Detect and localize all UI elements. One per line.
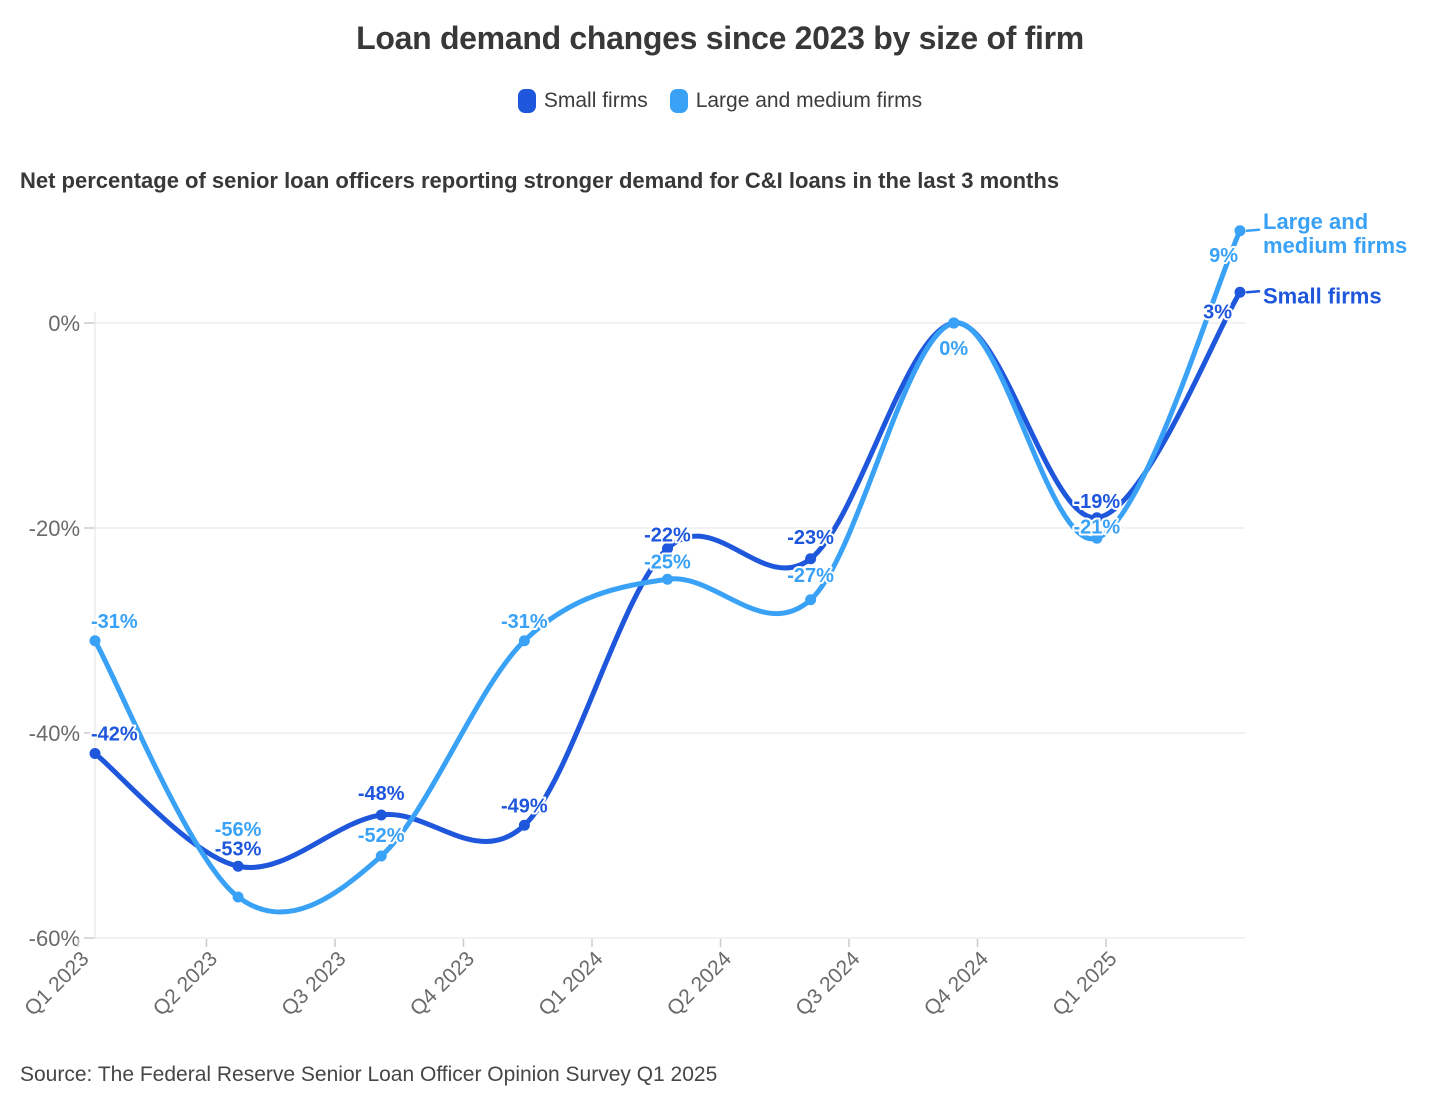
data-point-label-small-firms: -19% — [1074, 491, 1121, 513]
data-point-label-small-firms: -48% — [358, 783, 405, 805]
series-end-label-large-and-medium-firms: Large and — [1263, 209, 1368, 234]
series-end-label-large-and-medium-firms: medium firms — [1263, 233, 1407, 258]
legend-item-small-firms: Small firms — [517, 89, 648, 113]
chart-subtitle: Net percentage of senior loan officers r… — [20, 168, 1060, 193]
data-point-label-small-firms: -42% — [91, 724, 138, 746]
legend-swatch-large-medium-firms — [669, 89, 688, 113]
data-point-large-and-medium-firms — [948, 317, 960, 329]
data-point-small-firms — [89, 748, 101, 759]
data-point-large-and-medium-firms — [518, 635, 530, 647]
line-chart: 0% -20% -40% -60%Q1 2023 Q2 2023 Q3 2023 Q4 20… — [20, 207, 1409, 1021]
legend-label-small-firms: Small firms — [543, 89, 648, 112]
chart-title: Loan demand changes since 2023 by size o… — [356, 20, 1084, 56]
x-tick-label: Q4 2023 — [406, 947, 479, 1020]
series-line-large-and-medium-firms — [92, 228, 1243, 915]
data-point-label-large-and-medium-firms: -31% — [501, 611, 548, 633]
data-point-small-firms — [1234, 286, 1246, 298]
x-tick-label: Q2 2024 — [663, 947, 736, 1020]
x-tick-label: Q3 2024 — [791, 947, 864, 1020]
data-point-large-and-medium-firms — [805, 594, 817, 606]
data-point-label-large-and-medium-firms: -21% — [1074, 516, 1121, 538]
legend-label-large-medium-firms: Large and medium firms — [695, 89, 923, 112]
y-tick-label: -60% — [29, 926, 80, 951]
source-note: Source: The Federal Reserve Senior Loan … — [20, 1063, 718, 1086]
annotation-connector-small-firms — [1245, 290, 1261, 294]
legend-item-large-medium-firms: Large and medium firms — [669, 89, 923, 113]
data-point-label-small-firms: -23% — [787, 527, 834, 549]
data-point-large-and-medium-firms — [1091, 532, 1103, 544]
data-point-label-small-firms: -53% — [215, 838, 262, 860]
data-point-label-small-firms: -22% — [644, 525, 691, 547]
series-end-label-small-firms: Small firms — [1263, 283, 1382, 308]
legend: Small firms Large and medium firms — [0, 89, 1440, 113]
data-point-label-large-and-medium-firms: -31% — [91, 611, 138, 633]
x-tick-label: Q3 2023 — [277, 947, 350, 1020]
y-tick-label: -40% — [29, 721, 80, 746]
data-point-label-large-and-medium-firms: 0% — [939, 338, 968, 360]
data-point-label-large-and-medium-firms: -56% — [215, 819, 262, 841]
data-point-label-large-and-medium-firms: -25% — [644, 551, 691, 573]
data-point-small-firms — [375, 809, 387, 821]
x-tick-label: Q4 2024 — [920, 947, 993, 1020]
series-line-small-firms — [92, 289, 1243, 870]
data-point-small-firms — [518, 819, 530, 831]
x-tick-label: Q1 2024 — [534, 947, 607, 1020]
data-point-small-firms — [1091, 512, 1103, 524]
annotation-connector-large-and-medium-firms — [1245, 228, 1261, 232]
data-point-small-firms — [662, 543, 673, 554]
y-tick-label: -20% — [29, 516, 80, 541]
data-point-small-firms — [805, 553, 817, 565]
y-tick-label: 0% — [48, 311, 80, 336]
x-tick-label: Q1 2023 — [20, 947, 93, 1020]
data-point-label-small-firms: -49% — [501, 795, 548, 817]
data-point-label-large-and-medium-firms: -52% — [358, 825, 405, 847]
x-tick-label: Q1 2025 — [1048, 947, 1121, 1020]
data-point-large-and-medium-firms — [662, 573, 673, 585]
data-point-large-and-medium-firms — [232, 891, 244, 903]
data-point-large-and-medium-firms — [1234, 225, 1246, 237]
data-point-small-firms — [232, 860, 244, 872]
data-point-label-large-and-medium-firms: 9% — [1209, 245, 1238, 267]
data-point-large-and-medium-firms — [375, 850, 387, 862]
data-point-large-and-medium-firms — [89, 635, 101, 647]
x-tick-label: Q2 2023 — [149, 947, 222, 1020]
data-point-label-large-and-medium-firms: -27% — [787, 565, 834, 587]
data-point-label-small-firms: 3% — [1203, 301, 1232, 323]
legend-swatch-small-firms — [517, 89, 536, 113]
